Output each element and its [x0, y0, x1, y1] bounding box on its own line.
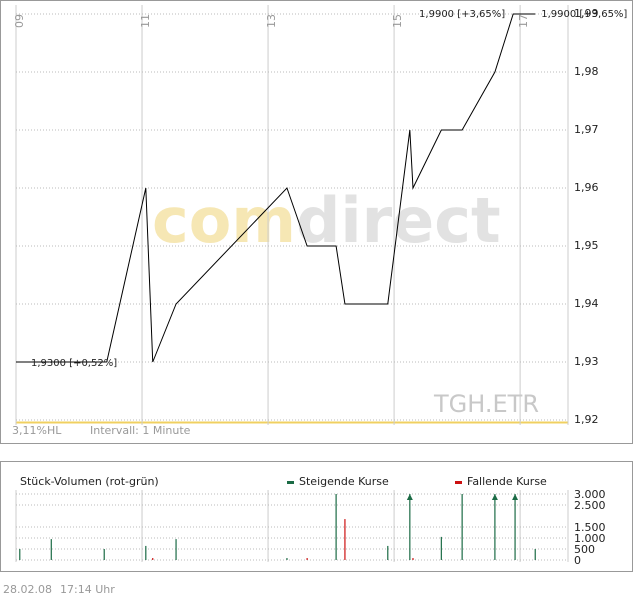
y-tick-label: 1,96 — [574, 181, 599, 194]
volume-frame — [0, 461, 633, 572]
y-tick-label: 500 — [574, 543, 595, 556]
x-tick-label: 11 — [139, 14, 152, 28]
y-tick-label: 1,97 — [574, 123, 599, 136]
y-tick-label: 1,94 — [574, 297, 599, 310]
legend-label: Fallende Kurse — [467, 475, 547, 488]
volume-title: Stück-Volumen (rot-grün) — [20, 475, 159, 488]
price-line — [16, 13, 536, 363]
y-tick-label: 0 — [574, 554, 581, 567]
annotation: 1,9900 [+3,65%] — [419, 9, 505, 20]
watermark-part: com — [152, 184, 296, 257]
x-tick-label: 09 — [13, 14, 26, 28]
symbol: TGH.ETR — [433, 390, 539, 418]
interval-label: Intervall: 1 Minute — [90, 424, 191, 437]
y-tick-label: 2.500 — [574, 499, 606, 512]
y-tick-label: 1,98 — [574, 65, 599, 78]
y-tick-label: 1.000 — [574, 532, 606, 545]
y-tick-label: 1,99 — [574, 7, 599, 20]
legend-swatch — [455, 481, 462, 484]
range-label: 3,11%HL — [12, 424, 62, 437]
overflow-arrow — [512, 494, 519, 500]
y-tick-label: 1.500 — [574, 521, 606, 534]
annotation: 1,9900 [+3,65%] — [541, 9, 627, 20]
footer-date: 28.02.08 — [3, 583, 52, 596]
legend-swatch — [287, 481, 294, 484]
footer-time: 17:14 Uhr — [60, 583, 115, 596]
x-tick-label: 15 — [391, 14, 404, 28]
y-tick-label: 1,93 — [574, 355, 599, 368]
price-frame — [0, 0, 633, 444]
overflow-arrow — [406, 494, 413, 500]
x-tick-label: 13 — [265, 14, 278, 28]
annotation: 1,9300 [+0,52%] — [31, 358, 117, 369]
y-tick-label: 1,92 — [574, 413, 599, 426]
x-tick-label: 17 — [517, 14, 530, 28]
y-tick-label: 1,95 — [574, 239, 599, 252]
y-tick-label: 3.000 — [574, 488, 606, 501]
overflow-arrow — [491, 494, 498, 500]
legend-label: Steigende Kurse — [299, 475, 389, 488]
